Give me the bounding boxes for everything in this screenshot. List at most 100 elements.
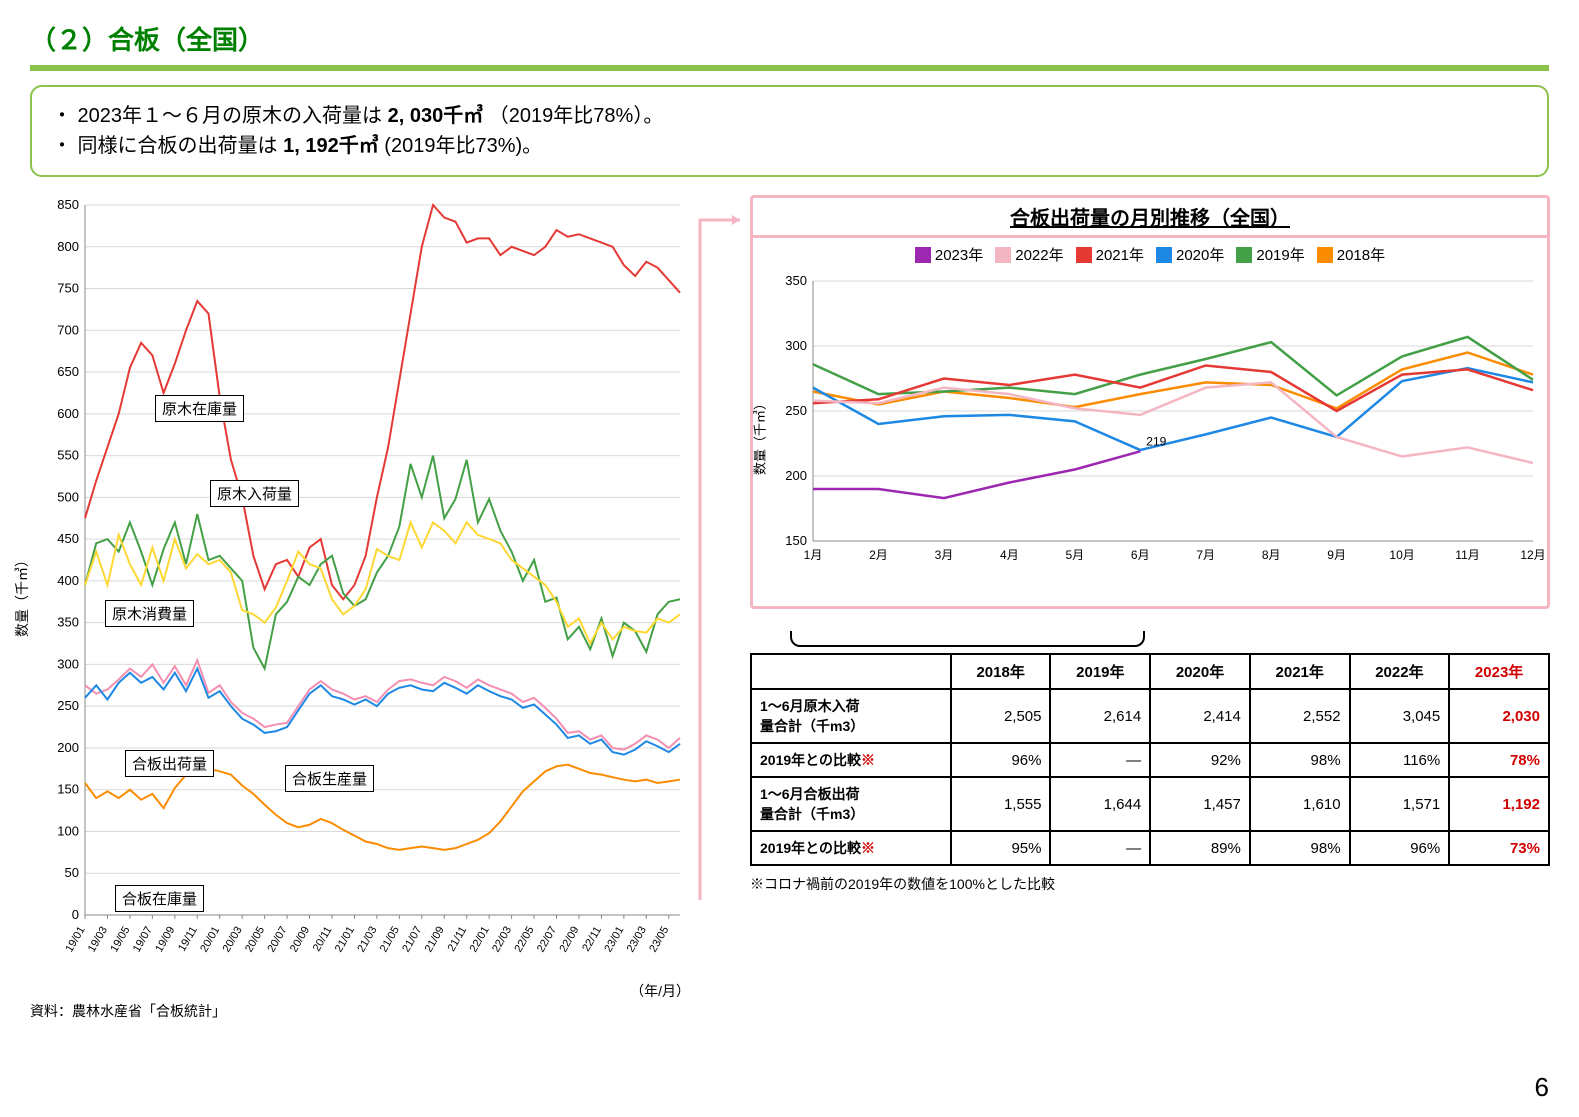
svg-text:20/07: 20/07 bbox=[266, 925, 290, 955]
small-chart-ylabel: 数量（千㎥） bbox=[750, 397, 769, 475]
table-cell: 2,614 bbox=[1050, 689, 1150, 743]
series-label-ply_inventory: 合板在庫量 bbox=[115, 885, 204, 912]
table-cell: 2,414 bbox=[1150, 689, 1250, 743]
legend-item: 2018年 bbox=[1317, 244, 1385, 265]
legend-swatch bbox=[915, 247, 931, 263]
svg-text:21/03: 21/03 bbox=[355, 925, 379, 955]
legend-swatch bbox=[1076, 247, 1092, 263]
table-rowhead: 2019年との比較※ bbox=[751, 831, 951, 865]
svg-text:300: 300 bbox=[785, 338, 807, 353]
series-label-ply_shipments: 合板出荷量 bbox=[125, 750, 214, 777]
table-cell: 95% bbox=[951, 831, 1051, 865]
main-chart: 数量（千㎥） 050100150200250300350400450500550… bbox=[30, 195, 690, 995]
legend-item: 2022年 bbox=[995, 244, 1063, 265]
table-cell: 1,644 bbox=[1050, 777, 1150, 831]
brace-jan-jun bbox=[790, 627, 1145, 653]
summary-box: ・ 2023年１～６月の原木の入荷量は 2, 030千㎥ （2019年比78%）… bbox=[30, 85, 1549, 177]
svg-text:21/01: 21/01 bbox=[333, 925, 357, 955]
svg-text:219: 219 bbox=[1146, 434, 1166, 448]
svg-text:100: 100 bbox=[57, 823, 79, 838]
svg-text:20/09: 20/09 bbox=[288, 925, 312, 955]
table-header bbox=[751, 654, 951, 689]
table-cell: — bbox=[1050, 743, 1150, 777]
table-cell: 116% bbox=[1350, 743, 1450, 777]
svg-text:22/11: 22/11 bbox=[580, 925, 604, 954]
legend-item: 2023年 bbox=[915, 244, 983, 265]
table-cell: 96% bbox=[951, 743, 1051, 777]
svg-text:20/01: 20/01 bbox=[198, 925, 222, 955]
summary-1b: 2, 030千㎥ bbox=[388, 105, 484, 127]
table-cell: 78% bbox=[1449, 743, 1549, 777]
svg-text:10月: 10月 bbox=[1389, 548, 1414, 562]
svg-text:20/11: 20/11 bbox=[311, 925, 335, 954]
svg-text:50: 50 bbox=[65, 865, 79, 880]
svg-text:23/03: 23/03 bbox=[625, 925, 649, 955]
table-cell: 98% bbox=[1250, 743, 1350, 777]
svg-text:19/01: 19/01 bbox=[63, 925, 87, 955]
svg-text:150: 150 bbox=[785, 533, 807, 548]
svg-text:700: 700 bbox=[57, 322, 79, 337]
series-label-log_consumption: 原木消費量 bbox=[105, 600, 194, 627]
legend-label: 2021年 bbox=[1096, 244, 1144, 265]
svg-text:20/05: 20/05 bbox=[243, 925, 267, 955]
svg-text:8月: 8月 bbox=[1262, 548, 1281, 562]
series-label-ply_production: 合板生産量 bbox=[285, 765, 374, 792]
svg-text:400: 400 bbox=[57, 573, 79, 588]
svg-text:21/07: 21/07 bbox=[400, 925, 424, 955]
svg-text:5月: 5月 bbox=[1065, 548, 1084, 562]
svg-text:22/03: 22/03 bbox=[490, 925, 514, 955]
svg-text:350: 350 bbox=[785, 273, 807, 288]
table-note: ※コロナ禍前の2019年の数値を100%とした比較 bbox=[750, 874, 1550, 894]
series-label-log_inventory: 原木在庫量 bbox=[155, 395, 244, 422]
svg-text:11月: 11月 bbox=[1455, 548, 1479, 562]
title-rule bbox=[30, 65, 1549, 71]
svg-text:450: 450 bbox=[57, 531, 79, 546]
summary-2b: 1, 192千㎥ bbox=[283, 135, 379, 157]
table-cell: 96% bbox=[1350, 831, 1450, 865]
svg-text:12月: 12月 bbox=[1520, 548, 1545, 562]
small-chart: 数量（千㎥） 1502002503003501月2月3月4月5月6月7月8月9月… bbox=[753, 271, 1553, 601]
svg-text:350: 350 bbox=[57, 615, 79, 630]
legend-swatch bbox=[1317, 247, 1333, 263]
svg-text:650: 650 bbox=[57, 364, 79, 379]
svg-text:21/05: 21/05 bbox=[378, 925, 402, 955]
svg-text:7月: 7月 bbox=[1196, 548, 1215, 562]
svg-text:22/07: 22/07 bbox=[535, 925, 559, 955]
table-cell: 1,555 bbox=[951, 777, 1051, 831]
table-cell: 1,610 bbox=[1250, 777, 1350, 831]
small-chart-title: 合板出荷量の月別推移（全国） bbox=[753, 202, 1547, 238]
table-rowhead: 1～6月原木入荷量合計（千m3） bbox=[751, 689, 951, 743]
svg-text:750: 750 bbox=[57, 281, 79, 296]
page-number: 6 bbox=[1535, 1072, 1549, 1103]
summary-2a: ・ 同様に合板の出荷量は bbox=[52, 135, 278, 157]
svg-text:550: 550 bbox=[57, 448, 79, 463]
svg-text:21/11: 21/11 bbox=[446, 925, 470, 954]
table-header: 2023年 bbox=[1449, 654, 1549, 689]
legend-item: 2019年 bbox=[1236, 244, 1304, 265]
legend-label: 2018年 bbox=[1337, 244, 1385, 265]
svg-text:250: 250 bbox=[57, 698, 79, 713]
svg-text:21/09: 21/09 bbox=[423, 925, 447, 955]
svg-text:3月: 3月 bbox=[935, 548, 954, 562]
legend-item: 2020年 bbox=[1156, 244, 1224, 265]
svg-text:600: 600 bbox=[57, 406, 79, 421]
series-label-log_arrivals: 原木入荷量 bbox=[210, 480, 299, 507]
svg-text:300: 300 bbox=[57, 656, 79, 671]
svg-text:19/07: 19/07 bbox=[131, 925, 155, 955]
svg-text:19/03: 19/03 bbox=[86, 925, 110, 955]
table-cell: 1,571 bbox=[1350, 777, 1450, 831]
svg-text:500: 500 bbox=[57, 489, 79, 504]
legend-swatch bbox=[1156, 247, 1172, 263]
svg-text:23/01: 23/01 bbox=[602, 925, 626, 955]
svg-text:0: 0 bbox=[72, 907, 79, 922]
table-header: 2020年 bbox=[1150, 654, 1250, 689]
table-cell: 1,192 bbox=[1449, 777, 1549, 831]
svg-text:1月: 1月 bbox=[804, 548, 823, 562]
page-title: （２）合板（全国） bbox=[30, 20, 1549, 57]
svg-text:19/11: 19/11 bbox=[176, 925, 200, 954]
table-cell: 2,552 bbox=[1250, 689, 1350, 743]
svg-text:22/09: 22/09 bbox=[557, 925, 581, 955]
legend-swatch bbox=[995, 247, 1011, 263]
svg-text:800: 800 bbox=[57, 239, 79, 254]
table-cell: — bbox=[1050, 831, 1150, 865]
